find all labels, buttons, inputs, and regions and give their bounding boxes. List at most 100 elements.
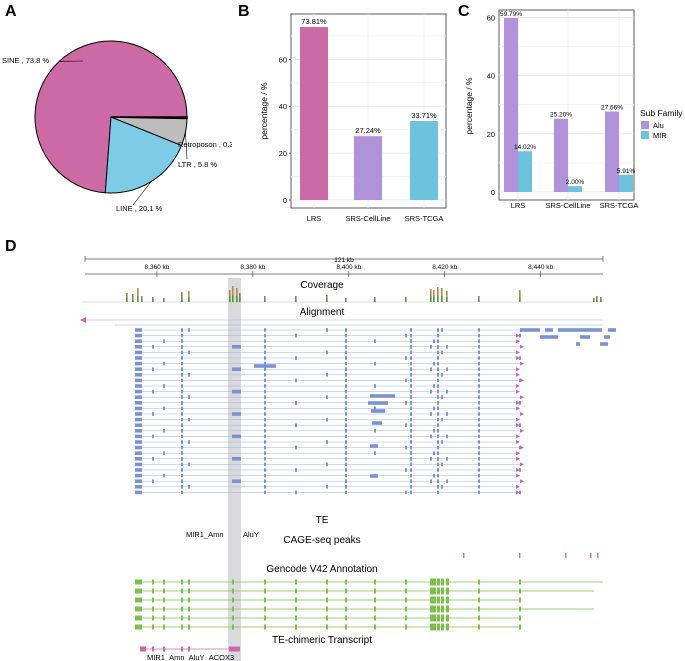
- panel-letter-d: D: [5, 238, 17, 255]
- gene-exon: [446, 596, 449, 604]
- coverage-bar: [593, 300, 595, 302]
- coverage-bar: [137, 288, 139, 302]
- gene-exon: [430, 614, 433, 622]
- coverage-bar: [126, 297, 128, 302]
- coverage-bar: [188, 297, 190, 302]
- read-exon: [405, 401, 407, 405]
- read-exon: [135, 373, 140, 377]
- read-exon: [264, 412, 266, 416]
- coverage-bar: [239, 297, 241, 302]
- gene-exon: [433, 587, 436, 595]
- read-exon: [519, 490, 521, 495]
- read-exon: [140, 401, 142, 405]
- read-exon: [441, 417, 443, 422]
- read-exon: [181, 333, 183, 338]
- read-exon: [410, 412, 412, 416]
- gene-exon: [181, 579, 183, 585]
- read-exon: [295, 490, 297, 495]
- read-exon: [371, 409, 385, 413]
- read-exon: [152, 412, 154, 416]
- cage-peak: [519, 553, 521, 558]
- coverage-bar: [181, 292, 183, 302]
- read-exon: [410, 339, 412, 343]
- read-exon: [433, 384, 435, 388]
- read-exon: [135, 429, 140, 433]
- coverage-bar: [326, 295, 328, 302]
- read-exon: [345, 389, 347, 394]
- read-exon: [437, 401, 439, 405]
- read-exon: [608, 328, 616, 332]
- read-exon: [374, 361, 376, 366]
- read-exon: [135, 361, 140, 366]
- read-exon: [433, 473, 435, 478]
- read-exon: [437, 350, 439, 355]
- gene-exon: [152, 579, 154, 585]
- coverage-bar: [229, 296, 231, 302]
- gene-exon: [478, 579, 480, 585]
- read-exon: [437, 479, 439, 483]
- span-label: 121 kb: [334, 257, 354, 264]
- read-exon: [410, 395, 412, 399]
- read-exon: [264, 473, 266, 478]
- read-exon: [446, 412, 448, 416]
- read-exon: [437, 468, 439, 472]
- read-exon: [163, 339, 165, 343]
- read-strand-arrow: [516, 417, 520, 422]
- read-exon: [437, 395, 439, 399]
- track-title-chimeric: TE-chimeric Transcript: [272, 635, 372, 646]
- read-exon: [181, 445, 183, 450]
- read-exon: [374, 384, 376, 388]
- read-exon: [410, 384, 412, 388]
- bar-value-label: 73.81%: [301, 17, 327, 26]
- read-exon: [478, 345, 480, 349]
- read-exon: [140, 389, 142, 394]
- gene-exon: [446, 614, 449, 622]
- read-exon: [345, 457, 347, 461]
- read-strand-arrow: [516, 490, 520, 495]
- gene-exon: [140, 624, 142, 630]
- read-strand-arrow: [516, 372, 520, 377]
- gene-exon: [152, 588, 154, 594]
- bar-chart-percentage: 73.81% 27.24% 33.71% LRS SRS-CellLine SRS-TC…: [259, 13, 447, 223]
- gene-exon: [437, 587, 440, 595]
- coverage-bar: [345, 298, 347, 302]
- y-tick-label: 60: [487, 13, 495, 22]
- y-axis-label: percentage / %: [464, 77, 474, 135]
- read-exon: [446, 479, 448, 483]
- coverage-bar: [232, 286, 234, 302]
- read-exon: [181, 440, 183, 444]
- gene-exon: [433, 578, 436, 586]
- read-exon: [264, 406, 266, 411]
- read-exon: [345, 406, 347, 411]
- pie-label-line: LINE , 20.1 %: [116, 204, 163, 213]
- read-exon: [441, 485, 443, 489]
- read-exon: [232, 412, 241, 416]
- gene-exon: [441, 605, 444, 613]
- read-exon: [410, 328, 412, 332]
- coverage-bar: [374, 299, 376, 302]
- read-exon: [410, 389, 412, 394]
- read-exon: [478, 328, 480, 332]
- gene-exon: [232, 624, 234, 630]
- read-exon: [437, 434, 439, 439]
- read-exon: [410, 406, 412, 411]
- read-exon: [441, 440, 443, 444]
- gene-exon: [519, 579, 521, 585]
- coverage-bar: [478, 296, 480, 302]
- read-exon: [152, 367, 154, 371]
- pie-chart-te-class: SINE , 73.8 % LINE , 20.1 % LTR , 5.8 % Ret…: [2, 40, 232, 213]
- gene-exon: [374, 597, 376, 603]
- coverage-bar: [239, 293, 241, 302]
- gene-exon: [437, 596, 440, 604]
- gene-exon: [326, 579, 328, 585]
- read-exon: [478, 434, 480, 439]
- chimeric-exon: [181, 646, 183, 652]
- read-exon: [540, 335, 558, 339]
- read-exon: [345, 462, 347, 467]
- coverage-bar: [437, 295, 439, 302]
- read-exon: [345, 479, 347, 483]
- read-exon: [264, 468, 266, 472]
- gene-exon: [374, 606, 376, 612]
- read-exon: [140, 462, 142, 467]
- gene-exon: [437, 605, 440, 613]
